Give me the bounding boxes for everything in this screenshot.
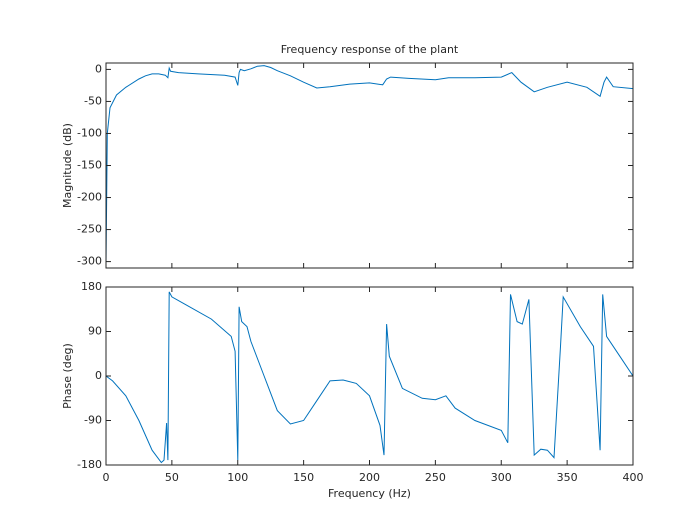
x-tick-label: 350 <box>557 471 578 484</box>
x-axis-label: Frequency (Hz) <box>328 487 411 500</box>
y-tick-label: -90 <box>84 414 102 427</box>
x-tick-label: 400 <box>623 471 644 484</box>
y-tick-label: -250 <box>77 223 102 236</box>
y-tick-label: -300 <box>77 255 102 268</box>
x-tick-label: 50 <box>165 471 179 484</box>
x-tick-label: 0 <box>103 471 110 484</box>
x-tick-label: 250 <box>425 471 446 484</box>
y-tick-label: 0 <box>95 369 102 382</box>
x-tick-label: 150 <box>293 471 314 484</box>
y-tick-label: -200 <box>77 191 102 204</box>
y-tick-label: 180 <box>81 280 102 293</box>
y-tick-label: -50 <box>84 94 102 107</box>
data-line <box>105 65 634 265</box>
y-tick-label: -180 <box>77 458 102 471</box>
x-tick-label: 200 <box>359 471 380 484</box>
y-axis-label: Magnitude (dB) <box>61 123 74 208</box>
y-tick-label: -100 <box>77 126 102 139</box>
x-tick-label: 300 <box>491 471 512 484</box>
chart-title: Frequency response of the plant <box>281 43 459 56</box>
y-tick-label: -150 <box>77 159 102 172</box>
data-line <box>105 291 634 464</box>
y-tick-label: 0 <box>95 62 102 75</box>
y-tick-label: 90 <box>88 325 102 338</box>
y-axis-label: Phase (deg) <box>61 343 74 409</box>
x-tick-label: 100 <box>227 471 248 484</box>
